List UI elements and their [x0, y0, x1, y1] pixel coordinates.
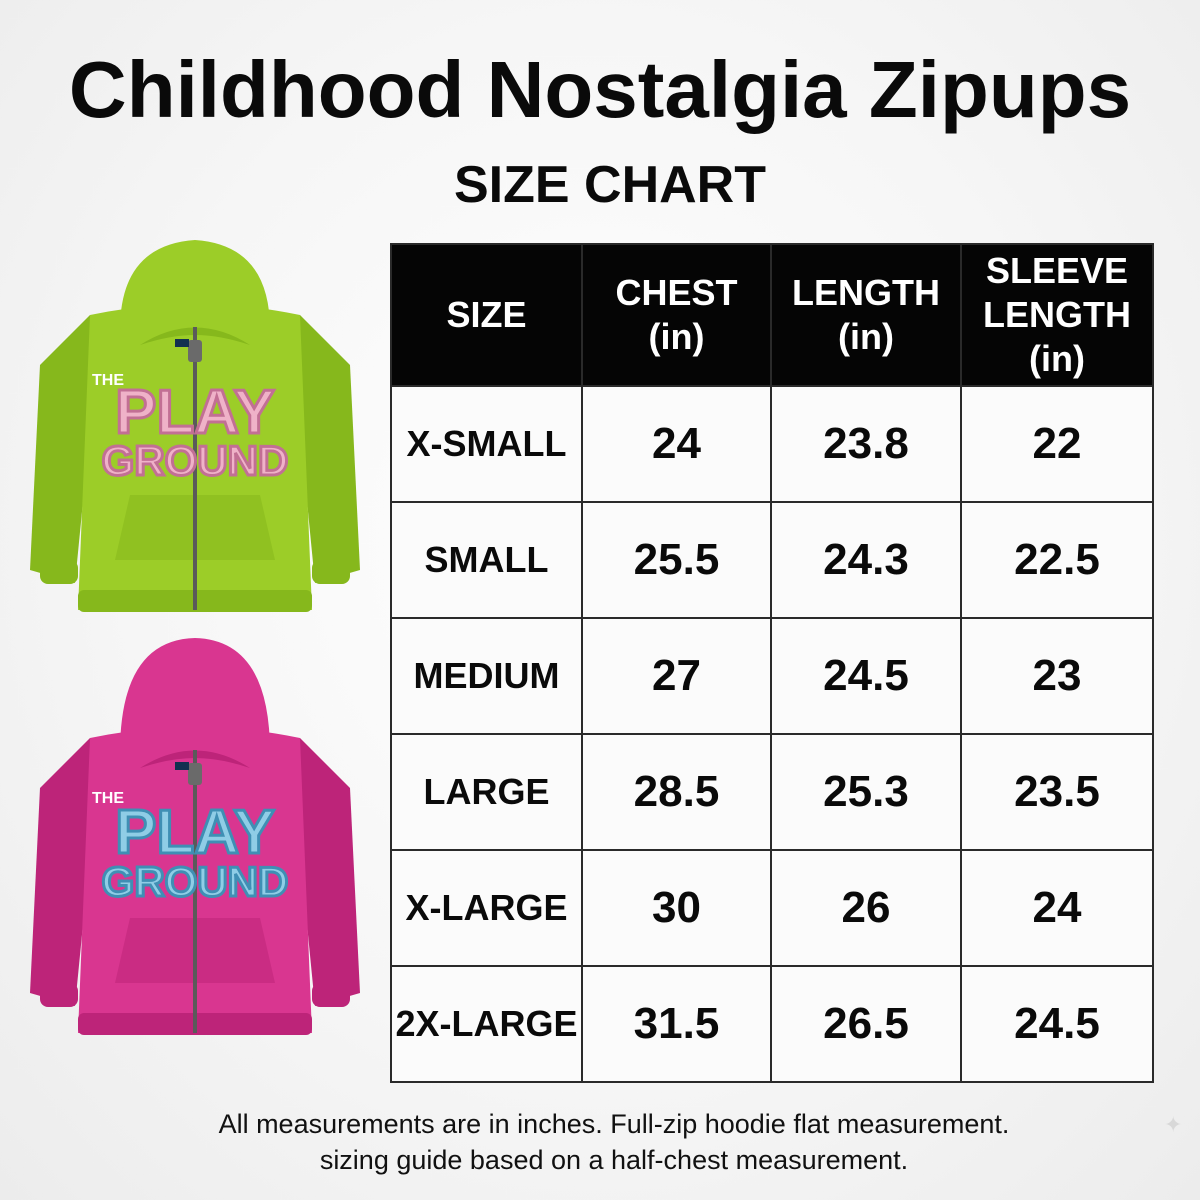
footnote-line-2: sizing guide based on a half-chest measu…: [319, 1145, 909, 1175]
hoodie-body: [30, 240, 360, 612]
sleeve-cell: 22: [960, 385, 1154, 503]
table-header-row: SIZE CHEST (in) LENGTH (in) SLEEVE LENGT…: [390, 243, 1154, 387]
patch-small-text: THE: [92, 372, 124, 389]
sleeve-cell: 24.5: [960, 965, 1154, 1083]
green-hoodie-image: THE PLAY GROUND: [30, 240, 360, 612]
header-sleeve-length: SLEEVE LENGTH (in): [960, 243, 1154, 387]
size-cell: MEDIUM: [390, 617, 583, 735]
chest-cell: 24: [581, 385, 772, 503]
header-length: LENGTH (in): [770, 243, 962, 387]
patch-line-1: PLAY: [115, 378, 275, 447]
table-row: X-SMALL 24 23.8 22: [390, 385, 1154, 503]
sleeve-cell: 23.5: [960, 733, 1154, 851]
header-size: SIZE: [390, 243, 583, 387]
chest-cell: 27: [581, 617, 772, 735]
size-cell: X-LARGE: [390, 849, 583, 967]
size-cell: SMALL: [390, 501, 583, 619]
table-row: 2X-LARGE 31.5 26.5 24.5: [390, 965, 1154, 1083]
hoodie-body: [30, 638, 360, 1035]
play-ground-patch: THE PLAY GROUND: [92, 790, 290, 907]
footnote-line-1: All measurements are in inches. Full-zip…: [218, 1109, 1010, 1139]
length-cell: 26: [770, 849, 962, 967]
page-subtitle: SIZE CHART: [454, 156, 766, 214]
chest-cell: 25.5: [581, 501, 772, 619]
size-cell: X-SMALL: [390, 385, 583, 503]
size-cell: 2X-LARGE: [390, 965, 583, 1083]
length-cell: 26.5: [770, 965, 962, 1083]
table-row: MEDIUM 27 24.5 23: [390, 617, 1154, 735]
header-chest: CHEST (in): [581, 243, 772, 387]
table-row: SMALL 25.5 24.3 22.5: [390, 501, 1154, 619]
sleeve-cell: 22.5: [960, 501, 1154, 619]
patch-line-2: GROUND: [102, 437, 289, 484]
length-cell: 25.3: [770, 733, 962, 851]
table-row: X-LARGE 30 26 24: [390, 849, 1154, 967]
patch-line-2: GROUND: [102, 858, 289, 905]
patch-small-text: THE: [92, 790, 124, 807]
chest-cell: 28.5: [581, 733, 772, 851]
size-cell: LARGE: [390, 733, 583, 851]
chest-cell: 31.5: [581, 965, 772, 1083]
sleeve-cell: 24: [960, 849, 1154, 967]
play-ground-patch: THE PLAY GROUND: [92, 372, 290, 486]
length-cell: 23.8: [770, 385, 962, 503]
size-chart-table: SIZE CHEST (in) LENGTH (in) SLEEVE LENGT…: [390, 243, 1154, 1083]
table-row: LARGE 28.5 25.3 23.5: [390, 733, 1154, 851]
pink-hoodie-image: THE PLAY GROUND: [30, 638, 360, 1035]
patch-line-1: PLAY: [115, 798, 275, 867]
length-cell: 24.5: [770, 617, 962, 735]
footnote: All measurements are in inches. Full-zip…: [0, 1106, 1200, 1178]
sparkle-icon: ✦: [1164, 1112, 1183, 1137]
length-cell: 24.3: [770, 501, 962, 619]
sleeve-cell: 23: [960, 617, 1154, 735]
chest-cell: 30: [581, 849, 772, 967]
page-title: Childhood Nostalgia Zipups: [68, 45, 1132, 134]
